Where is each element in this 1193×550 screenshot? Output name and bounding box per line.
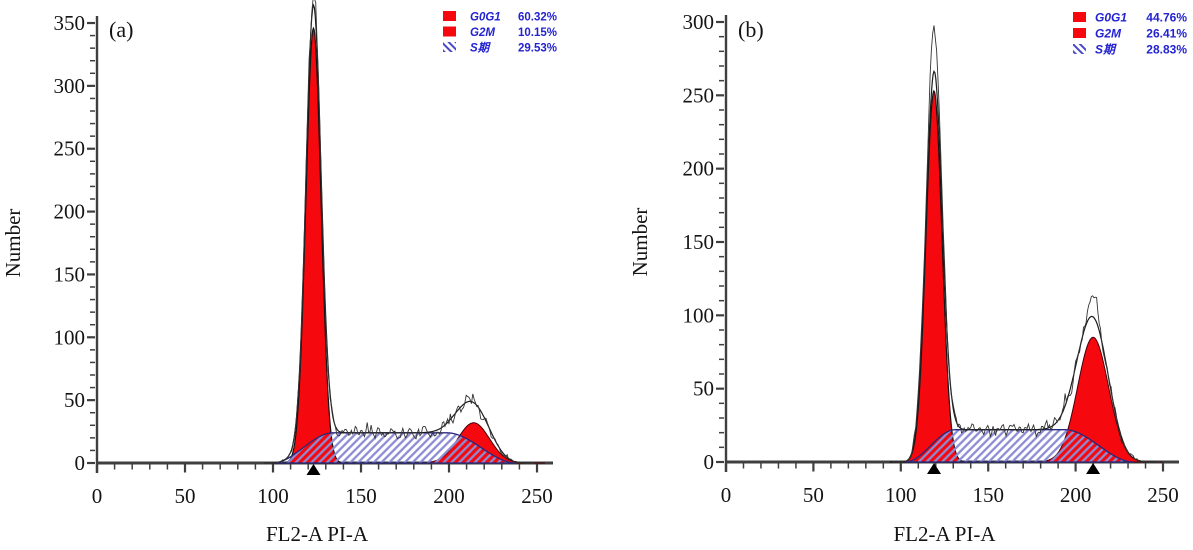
x-tick-label: 100 (885, 483, 917, 507)
legend-swatch-red (443, 26, 456, 37)
panel-label: (a) (109, 17, 133, 42)
legend: G0G1 44.76% G2M 26.41% S期 28.83% (1073, 11, 1187, 57)
y-tick-label: 100 (683, 303, 715, 327)
panel-a: 0 50 100 150 200 250 0 50 100 150 200 250 300 350 FL2-… (1, 0, 557, 546)
legend-value: 10.15% (518, 27, 557, 39)
y-tick-label: 0 (75, 451, 86, 475)
y-tick-label: 250 (54, 137, 86, 161)
legend-label: G0G1 (1095, 11, 1127, 25)
legend-value: 26.41% (1146, 27, 1187, 41)
legend-label: S期 (1095, 43, 1117, 57)
x-tick-label: 50 (803, 483, 824, 507)
x-tick-label: 250 (521, 484, 553, 508)
panel-b: 0 50 100 150 200 250 0 50 100 150 200 250 300 FL2-A P… (628, 10, 1187, 546)
legend-value: 60.32% (518, 12, 557, 24)
x-tick-label: 0 (721, 483, 732, 507)
y-tick-label: 100 (54, 325, 86, 349)
x-tick-label: 50 (175, 484, 196, 508)
y-tick-label: 300 (683, 10, 715, 34)
y-tick-label: 350 (54, 11, 86, 35)
y-tick-label: 50 (64, 388, 85, 412)
g0g1-peak-area (271, 26, 356, 464)
g0g1-peak-area (889, 89, 979, 463)
legend: G0G1 60.32% G2M 10.15% S期 29.53% (443, 11, 557, 55)
raw-data-trace (264, 0, 534, 464)
legend-swatch-red (443, 11, 456, 21)
legend-swatch-red (1073, 12, 1086, 22)
axis-marker-triangle (927, 463, 942, 474)
x-axis-title: FL2-A PI-A (266, 522, 369, 546)
legend-label: S期 (470, 42, 492, 55)
x-tick-label: 200 (433, 484, 465, 508)
x-tick-label: 150 (972, 483, 1004, 507)
x-tick-label: 250 (1147, 483, 1179, 507)
raw-data-trace (892, 25, 1160, 463)
y-tick-label: 300 (54, 74, 86, 98)
axis-marker-triangle (306, 464, 321, 475)
y-axis-title: Number (628, 208, 652, 277)
x-tick-label: 0 (92, 484, 103, 508)
axis-marker-triangle (1086, 463, 1101, 474)
legend-swatch-hatch (443, 42, 456, 52)
y-axis-title: Number (1, 209, 25, 278)
y-tick-label: 150 (54, 262, 86, 286)
legend-label: G0G1 (470, 12, 501, 24)
panel-label: (b) (738, 17, 764, 42)
x-tick-label: 200 (1060, 483, 1092, 507)
y-tick-label: 0 (704, 450, 715, 474)
legend-label: G2M (1095, 27, 1122, 41)
x-tick-label: 150 (345, 484, 377, 508)
x-tick-label: 100 (257, 484, 289, 508)
y-tick-label: 150 (683, 230, 715, 254)
legend-swatch-red (1073, 28, 1086, 38)
y-tick-label: 200 (683, 157, 715, 181)
legend-value: 28.83% (1146, 43, 1187, 57)
legend-label: G2M (470, 27, 495, 39)
legend-value: 29.53% (518, 43, 557, 55)
legend-value: 44.76% (1146, 11, 1187, 25)
y-tick-label: 50 (693, 377, 714, 401)
y-tick-label: 250 (683, 83, 715, 107)
y-tick-label: 200 (54, 200, 86, 224)
x-axis-title: FL2-A PI-A (893, 522, 996, 546)
legend-swatch-hatch (1073, 44, 1086, 54)
